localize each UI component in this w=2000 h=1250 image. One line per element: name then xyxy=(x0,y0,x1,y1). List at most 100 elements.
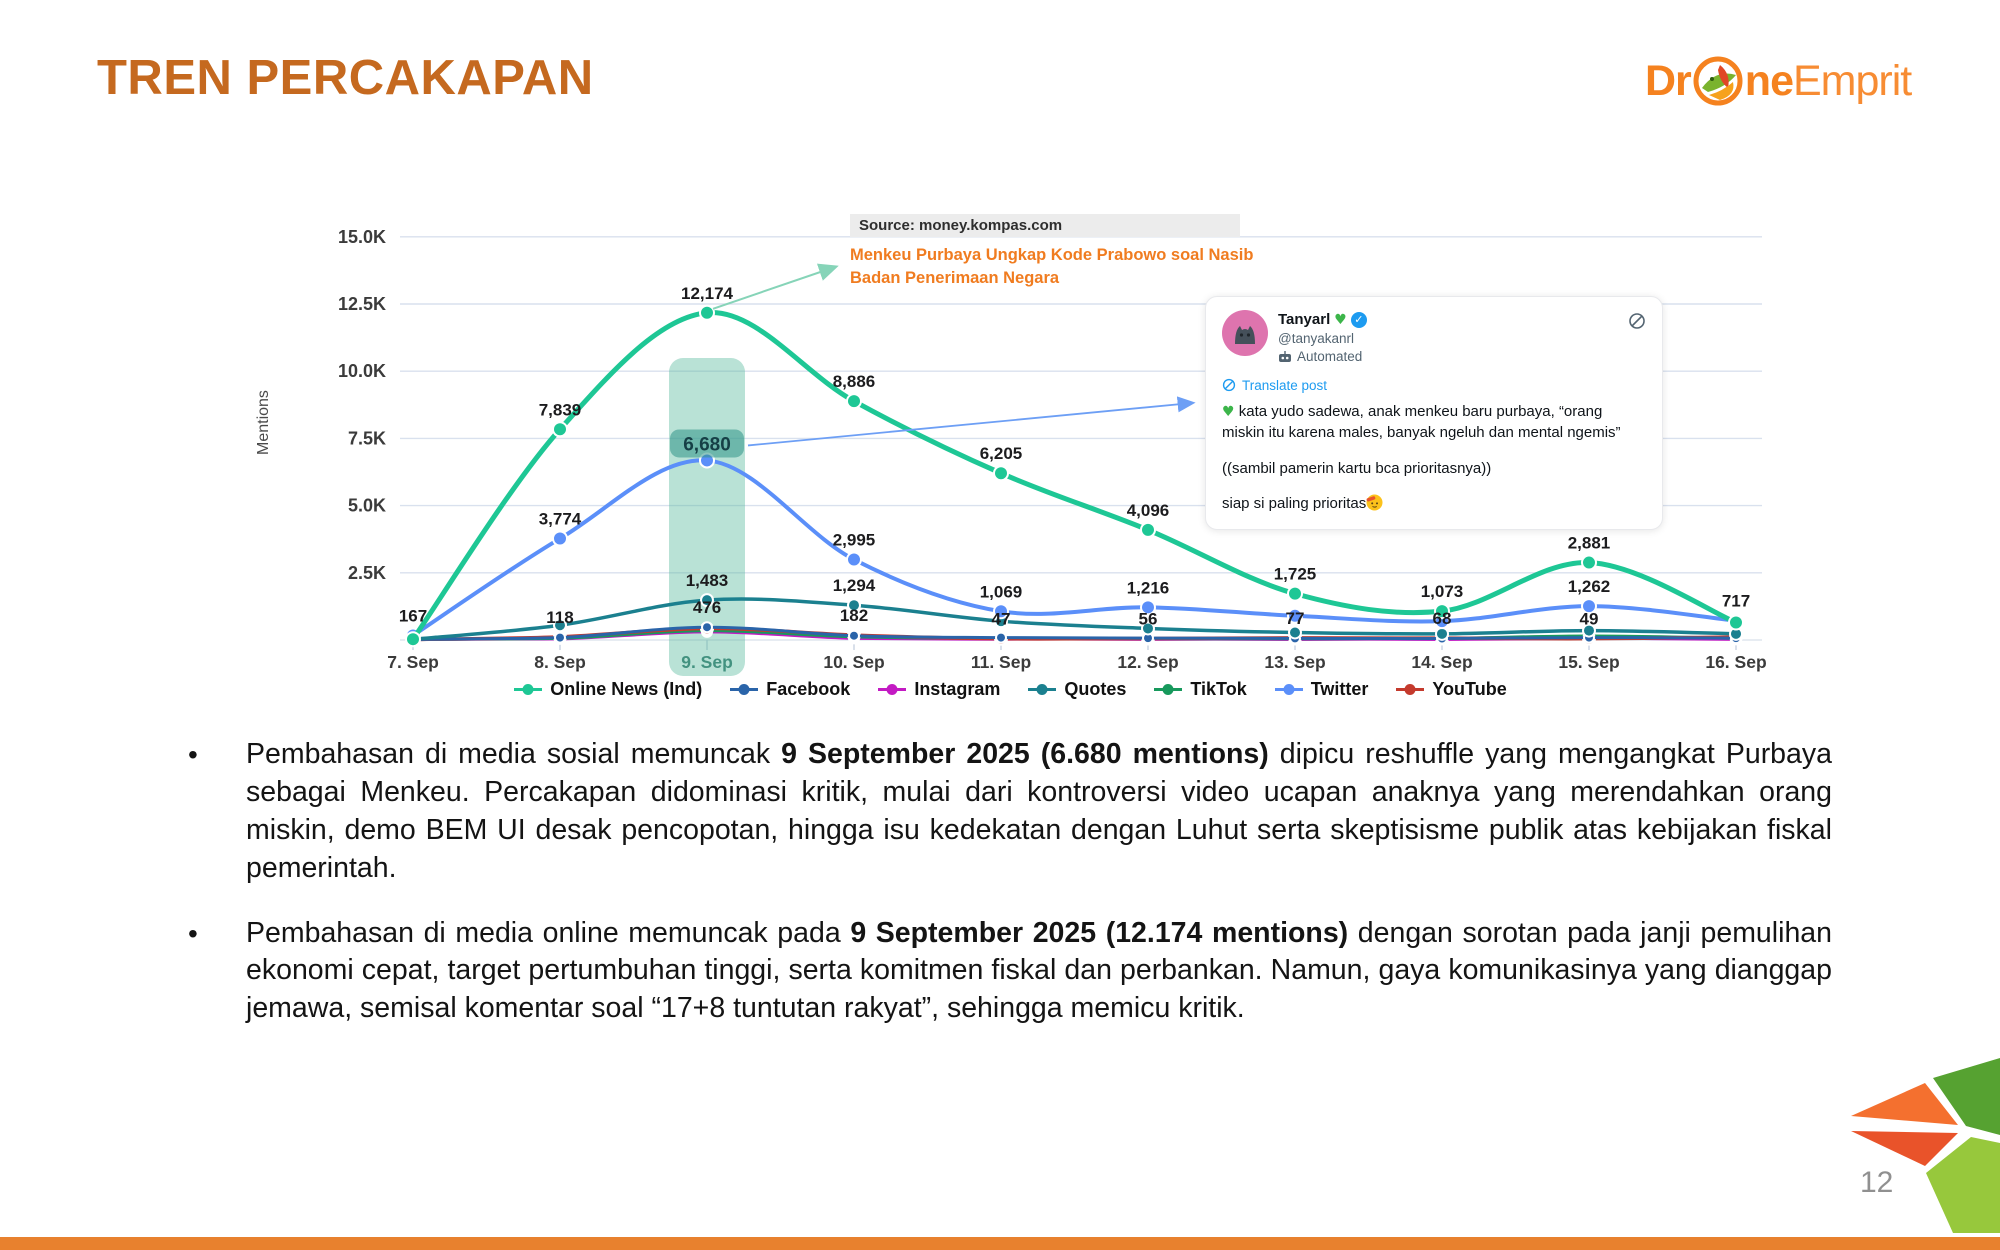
data-point xyxy=(1581,598,1597,615)
legend-marker-icon xyxy=(514,684,543,695)
data-point xyxy=(1581,554,1597,571)
bullet-item: • Pembahasan di media sosial memuncak 9 S… xyxy=(188,736,1832,888)
data-point xyxy=(993,465,1009,482)
news-source-label: Source: money.kompas.com xyxy=(850,214,1240,237)
legend-item-facebook[interactable]: Facebook xyxy=(729,679,850,700)
droneemprit-bird-icon xyxy=(1693,56,1743,106)
data-label: 167 xyxy=(399,607,427,626)
data-point xyxy=(552,421,568,438)
data-point xyxy=(554,631,566,644)
tweet-card: Tanyarl ♥ ✓ @tanyakanrl Automated xyxy=(1205,296,1663,531)
tweet-text-line2: ((sambil pamerin kartu bca prioritasnya)… xyxy=(1222,459,1492,477)
y-axis-tick: 7.5K xyxy=(348,428,386,448)
data-label: 8,886 xyxy=(833,372,876,391)
bullet-text: Pembahasan di media online memuncak pada… xyxy=(246,916,1832,1025)
y-axis-tick: 15.0K xyxy=(338,227,386,247)
legend-item-youtube[interactable]: YouTube xyxy=(1395,679,1507,700)
x-axis-tick: 10. Sep xyxy=(823,652,884,672)
data-label: 12,174 xyxy=(681,284,734,303)
x-axis-tick: 8. Sep xyxy=(534,652,586,672)
logo-text-emprit: Emprit xyxy=(1792,56,1912,105)
data-point xyxy=(1141,621,1155,636)
legend-label: YouTube xyxy=(1432,679,1507,699)
robot-icon xyxy=(1279,350,1291,362)
x-axis-tick: 9. Sep xyxy=(681,652,733,672)
data-label: 6,205 xyxy=(980,444,1023,463)
news-headline: Menkeu Purbaya Ungkap Kode Prabowo soal … xyxy=(850,246,1254,287)
data-label: 77 xyxy=(1286,609,1305,628)
chart-legend: Online News (Ind) Facebook Instagram Quotes… xyxy=(250,679,1770,700)
legend-label: Quotes xyxy=(1064,679,1127,699)
legend-item-quotes[interactable]: Quotes xyxy=(1027,679,1126,700)
data-point xyxy=(1287,607,1303,624)
circle-slash-icon xyxy=(1629,313,1645,329)
x-axis-tick: 15. Sep xyxy=(1558,652,1619,672)
mentions-trend-chart: 2.5K 5.0K 7.5K 10.0K 12.5K 15.0K Mentions 7. Se… xyxy=(250,160,1770,720)
translate-post-link[interactable]: Translate post xyxy=(1222,378,1646,393)
x-axis-tick: 7. Sep xyxy=(387,652,439,672)
y-axis-tick: 10.0K xyxy=(338,361,386,381)
y-axis-tick: 5.0K xyxy=(348,496,386,516)
y-axis-tick: 12.5K xyxy=(338,294,386,314)
x-axis-tick: 13. Sep xyxy=(1264,652,1325,672)
data-point xyxy=(1140,599,1156,616)
data-label: 476 xyxy=(693,598,721,617)
legend-item-tiktok[interactable]: TikTok xyxy=(1153,679,1247,700)
bullet-marker: • xyxy=(188,917,198,949)
bottom-accent-bar xyxy=(0,1237,2000,1250)
legend-marker-icon xyxy=(1028,684,1057,695)
tweet-identity: Tanyarl ♥ ✓ @tanyakanrl Automated xyxy=(1278,310,1367,366)
translate-icon xyxy=(1222,378,1236,392)
data-point xyxy=(552,530,568,547)
series-quotes xyxy=(406,593,1743,647)
data-point xyxy=(1435,626,1449,641)
bullet-marker: • xyxy=(188,739,198,770)
data-label: 182 xyxy=(840,606,868,625)
data-label: 118 xyxy=(546,608,573,627)
data-label: 1,294 xyxy=(833,576,876,595)
tweet-author-name: Tanyarl xyxy=(1278,311,1331,328)
data-point xyxy=(1140,521,1156,538)
data-label: 47 xyxy=(992,610,1011,629)
data-point xyxy=(700,593,714,608)
data-label: 1,483 xyxy=(686,571,729,590)
legend-marker-icon xyxy=(1274,684,1303,695)
legend-item-twitter[interactable]: Twitter xyxy=(1274,679,1368,700)
legend-label: Facebook xyxy=(766,679,851,699)
tweet-header: Tanyarl ♥ ✓ @tanyakanrl Automated xyxy=(1222,310,1646,366)
x-axis-tick: 12. Sep xyxy=(1117,652,1178,672)
avatar xyxy=(1222,310,1268,356)
data-point xyxy=(1287,585,1303,602)
corner-pinwheel-decoration xyxy=(1851,1058,2000,1233)
legend-item-instagram[interactable]: Instagram xyxy=(877,679,1000,700)
data-label: 7,839 xyxy=(539,400,582,419)
tweet-author-handle: @tanyakanrl xyxy=(1278,330,1354,346)
y-axis-title: Mentions xyxy=(255,390,272,455)
bullet-item: • Pembahasan di media online memuncak pad… xyxy=(188,915,1832,1029)
legend-marker-icon xyxy=(1396,684,1425,695)
data-label: 56 xyxy=(1139,609,1158,628)
data-point xyxy=(699,304,715,321)
droneemprit-logo: Dr ne Emprit xyxy=(1645,55,1912,107)
bullet-text: Pembahasan di media sosial memuncak 9 Se… xyxy=(246,738,1832,884)
legend-marker-icon xyxy=(730,684,759,695)
data-point xyxy=(1582,623,1596,638)
legend-item-online-news-ind-[interactable]: Online News (Ind) xyxy=(513,679,702,700)
x-axis-tick: 16. Sep xyxy=(1705,652,1766,672)
news-annotation: Source: money.kompas.com Menkeu Purbaya … xyxy=(850,214,1320,290)
headline-arrow xyxy=(712,263,839,310)
legend-label: Online News (Ind) xyxy=(550,679,703,699)
data-label: 1,069 xyxy=(980,582,1023,601)
legend-label: TikTok xyxy=(1190,679,1247,699)
page-number: 12 xyxy=(1860,1166,1894,1199)
data-label: 4,096 xyxy=(1127,501,1170,520)
saluting-face-emoji xyxy=(1366,494,1383,511)
data-label: 3,774 xyxy=(539,510,582,529)
data-label: 2,881 xyxy=(1568,534,1611,553)
boxed-label-bg xyxy=(670,429,744,458)
data-label: 2,995 xyxy=(833,530,876,549)
data-point xyxy=(1288,625,1302,640)
data-point xyxy=(701,621,713,634)
verified-badge-icon: ✓ xyxy=(1350,311,1367,328)
